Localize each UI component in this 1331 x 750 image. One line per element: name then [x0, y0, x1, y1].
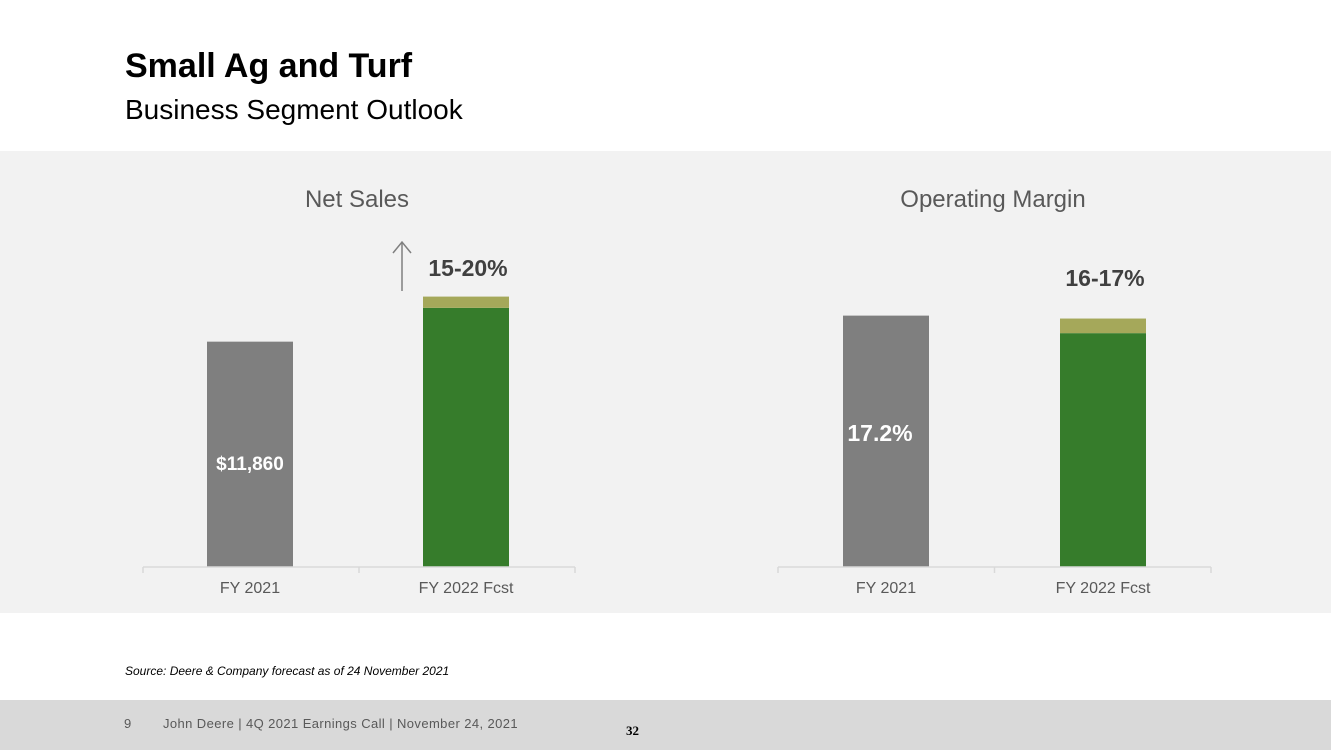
bar-1-2: [423, 307, 509, 567]
tick-label-2-2: FY 2022 Fcst: [1056, 580, 1151, 597]
page-number: 9: [124, 716, 132, 731]
bar-range-2-2: [1060, 318, 1146, 334]
up-arrow-head-icon: [392, 240, 412, 254]
footer-bar: [0, 700, 1331, 750]
data-label-2-2: 16-17%: [1065, 265, 1144, 291]
chart-title-2: Operating Margin: [900, 186, 1085, 213]
bar-2-2: [1060, 333, 1146, 567]
slide-subtitle: Business Segment Outlook: [125, 94, 463, 125]
tick-label-1-2: FY 2022 Fcst: [419, 580, 514, 597]
data-label-2-1: 17.2%: [847, 420, 912, 446]
slide-title: Small Ag and Turf: [125, 47, 413, 85]
footer-text: John Deere | 4Q 2021 Earnings Call | Nov…: [163, 716, 518, 731]
tick-label-1-1: FY 2021: [220, 580, 280, 597]
data-label-1-2: 15-20%: [428, 255, 507, 281]
bar-1-1: [207, 341, 293, 567]
chart-title-1: Net Sales: [305, 186, 409, 213]
data-label-1-1: $11,860: [216, 454, 284, 475]
bar-range-1-2: [423, 296, 509, 308]
slide-number: 32: [626, 723, 639, 738]
bar-2-1: [843, 315, 929, 567]
tick-label-2-1: FY 2021: [856, 580, 916, 597]
source-note: Source: Deere & Company forecast as of 2…: [125, 664, 450, 678]
